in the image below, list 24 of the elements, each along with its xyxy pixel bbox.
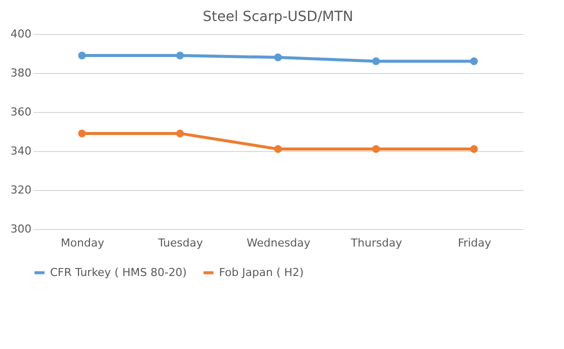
point xyxy=(372,57,380,66)
y-tick-label: 320 xyxy=(10,184,32,196)
y-tick-label: 340 xyxy=(10,144,32,158)
legend-label: CFR Turkey ( HMS 80-20) xyxy=(50,266,187,279)
chart-title: Steel Scarp-USD/MTN xyxy=(202,9,354,25)
point xyxy=(274,145,282,153)
point xyxy=(176,52,184,60)
point xyxy=(176,130,184,138)
x-tick-label: Monday xyxy=(60,236,105,250)
legend-label: Fob Japan ( H2) xyxy=(219,266,304,279)
y-tick-label: 380 xyxy=(10,66,32,80)
point xyxy=(274,54,282,62)
x-tick-label: Wednesday xyxy=(246,236,311,250)
y-tick-label: 300 xyxy=(10,222,32,236)
y-tick-label: 360 xyxy=(10,106,32,118)
point xyxy=(470,57,478,66)
point xyxy=(470,145,478,153)
y-tick-label: 400 xyxy=(10,28,32,40)
point xyxy=(372,145,380,153)
x-tick-label: Thursday xyxy=(350,236,403,250)
x-tick-label: Tuesday xyxy=(157,236,204,250)
point xyxy=(78,130,86,138)
x-tick-label: Friday xyxy=(458,236,492,250)
point xyxy=(78,52,86,60)
